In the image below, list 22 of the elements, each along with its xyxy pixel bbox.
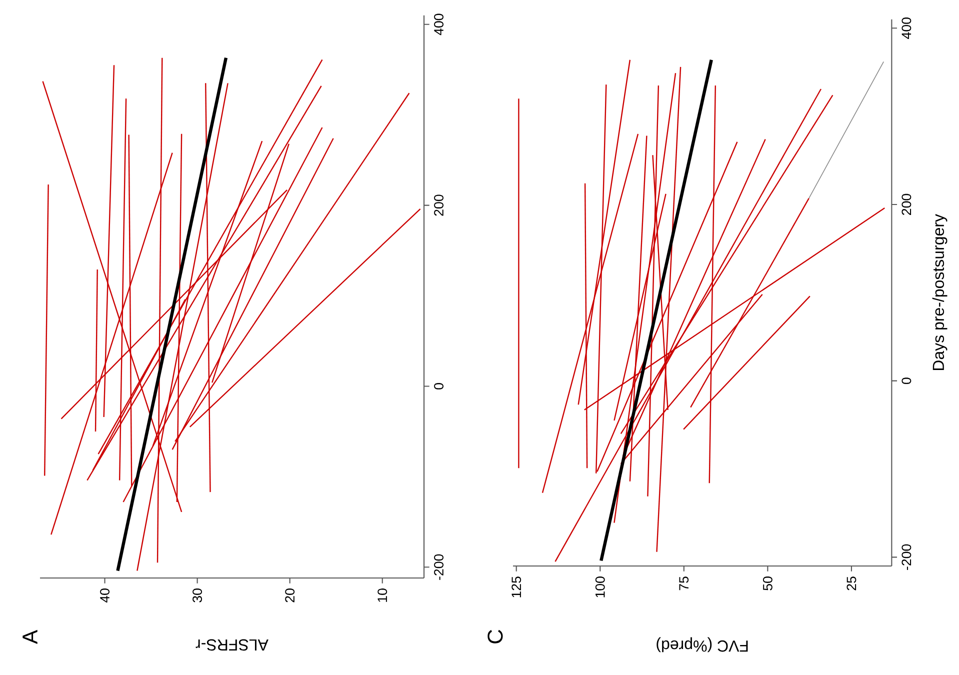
y-tick-label: -200 (902, 544, 912, 570)
y-tick-label: 400 (434, 14, 444, 36)
x-tick-label: 20 (285, 588, 295, 602)
text: A (22, 630, 38, 644)
y-tick-label: 400 (902, 18, 912, 39)
text: C (488, 630, 503, 644)
x-tick-label: 40 (100, 588, 110, 603)
x-tick-label: 100 (595, 576, 605, 598)
x-tick-label: 30 (192, 588, 202, 602)
y-tick-label: -200 (434, 554, 444, 580)
x-tick-label: 125 (512, 576, 522, 598)
x-axis-title: FVC (%pred) (656, 637, 748, 652)
y-tick-label: 200 (902, 194, 912, 215)
x-tick-label: 75 (679, 576, 689, 590)
y-tick-label: 200 (434, 194, 444, 216)
y-tick-label: 0 (434, 383, 444, 390)
x-tick-label: 10 (378, 588, 388, 602)
x-axis-title: ALSFRS-r (196, 639, 268, 651)
y-tick-label: 0 (902, 378, 912, 384)
x-tick-label: 50 (762, 576, 772, 590)
y-axis-title: Days pre-/postsurgery (932, 214, 948, 370)
x-tick-label: 25 (846, 576, 856, 590)
